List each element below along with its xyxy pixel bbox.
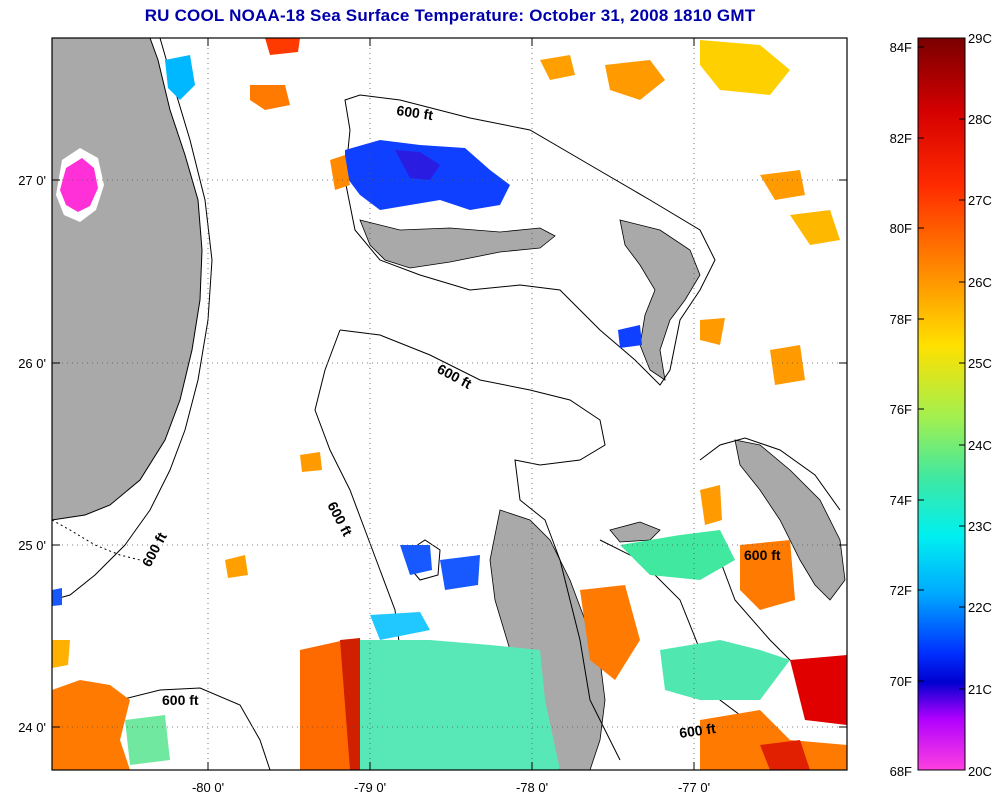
contour-label-7: 600 ft [678,720,717,741]
lat-label-26: 26 0' [18,356,46,371]
map-graticule [52,38,847,770]
chart-title: RU COOL NOAA-18 Sea Surface Temperature:… [144,6,756,25]
colorbar-ticks [918,37,965,690]
lon-label-80: -80 0' [192,780,224,795]
colorbar-f-76: 76F [890,402,912,417]
colorbar-c-21: 21C [968,682,992,697]
colorbar-f-82: 82F [890,131,912,146]
lon-label-79: -79 0' [354,780,386,795]
colorbar-c-26: 26C [968,275,992,290]
map-frame [51,37,848,771]
colorbar-f-84: 84F [890,40,912,55]
colorbar-c-27: 27C [968,193,992,208]
lat-label-24: 24 0' [18,720,46,735]
sst-patches [52,38,847,770]
abaco-island [619,219,701,381]
colorbar-c-28: 28C [968,112,992,127]
colorbar-c-29: 29C [968,31,992,46]
lon-label-77: -77 0' [678,780,710,795]
lon-label-78: -78 0' [516,780,548,795]
colorbar-f-78: 78F [890,312,912,327]
map-tick-marks [52,38,847,770]
colorbar-c-24: 24C [968,438,992,453]
colorbar-c-22: 22C [968,600,992,615]
map-panel [52,38,847,770]
colorbar [917,37,966,771]
contour-label-1: 600 ft [396,102,435,123]
colorbar-c-20: 20C [968,764,992,779]
new-providence-island [609,521,661,543]
lat-label-25: 25 0' [18,538,46,553]
colorbar-f-70: 70F [890,674,912,689]
contour-label-6: 600 ft [744,547,781,563]
lat-label-27: 27 0' [18,173,46,188]
colorbar-f-68: 68F [890,764,912,779]
colorbar-c-25: 25C [968,356,992,371]
colorbar-f-74: 74F [890,493,912,508]
colorbar-c-23: 23C [968,519,992,534]
colorbar-f-72: 72F [890,583,912,598]
grand-bahama-island [359,219,556,269]
eleuthera-island [734,439,846,601]
contour-label-5: 600 ft [162,692,199,708]
colorbar-f-80: 80F [890,221,912,236]
